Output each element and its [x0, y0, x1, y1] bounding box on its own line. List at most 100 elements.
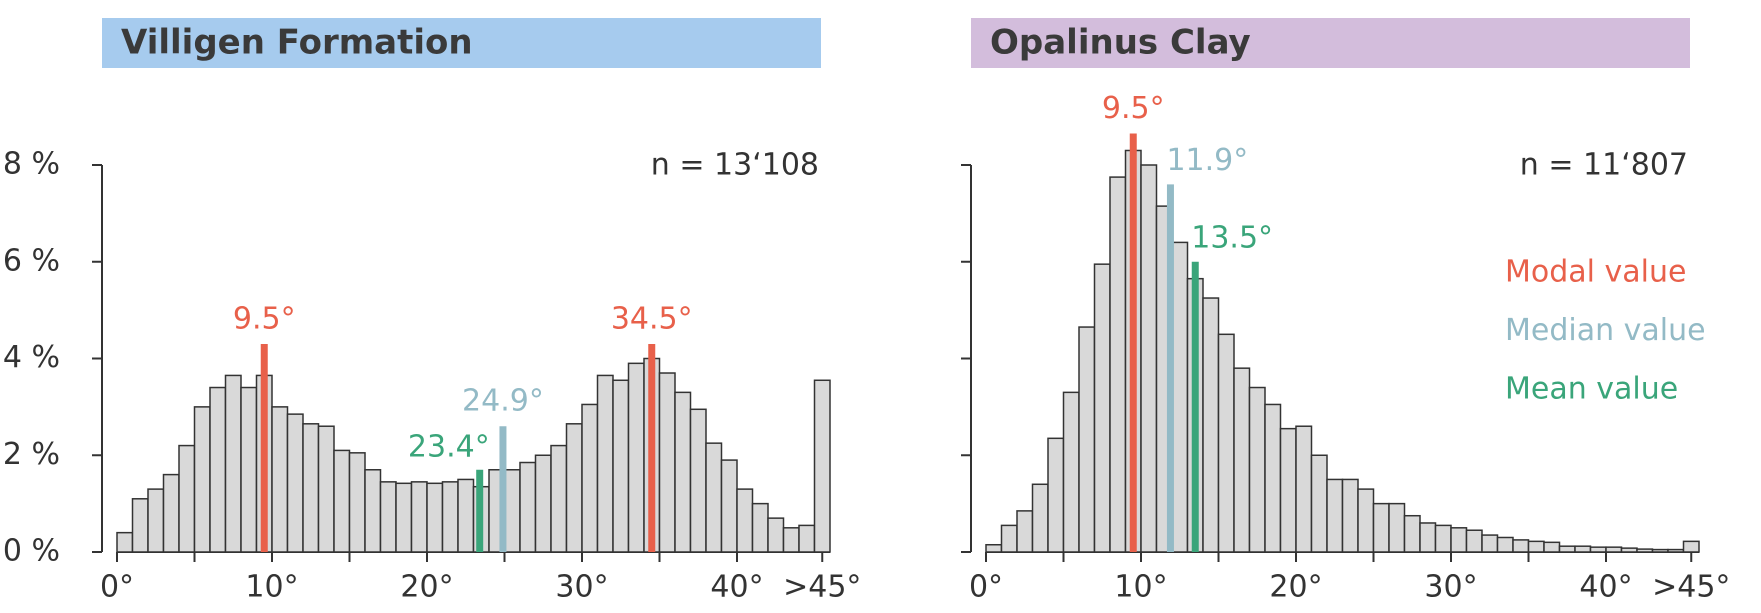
bar [271, 406, 289, 553]
bar [1264, 403, 1282, 553]
x-tick-label: 30° [1424, 570, 1477, 605]
bar [1093, 263, 1111, 553]
bar [689, 408, 707, 553]
bar [1543, 541, 1561, 553]
bar [1496, 536, 1514, 553]
bar [1140, 164, 1158, 553]
bar [1620, 547, 1638, 553]
bar [193, 406, 211, 553]
marker-label: 23.4° [408, 429, 490, 464]
bar [1310, 454, 1328, 553]
bar [534, 454, 552, 553]
bar [813, 379, 831, 553]
bar [1109, 176, 1127, 553]
y-tick-label: 0 % [3, 534, 60, 569]
bar [1202, 297, 1220, 553]
y-tick-label: 4 % [3, 340, 60, 375]
title-band [102, 18, 821, 68]
bar [1341, 478, 1359, 553]
bar [286, 413, 304, 553]
bar [1372, 502, 1390, 553]
legend-entry: Modal value [1505, 255, 1686, 290]
bar [1016, 510, 1034, 553]
x-tick-label: >45° [783, 570, 861, 605]
bar [147, 488, 165, 553]
marker-label: 13.5° [1191, 220, 1273, 255]
bar [658, 372, 676, 553]
bar [705, 442, 723, 553]
bar [1279, 427, 1297, 553]
bar [1078, 326, 1096, 553]
bar [596, 374, 614, 553]
bar [503, 469, 521, 553]
annotation: n = 11‘807 [1520, 148, 1688, 183]
bar [1171, 241, 1189, 553]
x-tick-label: 10° [1114, 570, 1167, 605]
y-tick-label: 6 % [3, 243, 60, 278]
bar [1047, 437, 1065, 553]
bar [1512, 539, 1530, 553]
legend-entry: Median value [1505, 313, 1706, 348]
bar [116, 531, 134, 553]
bar [1419, 522, 1437, 553]
bar [1682, 540, 1700, 553]
bar [519, 461, 537, 553]
x-tick-label: 40° [710, 570, 763, 605]
bar [441, 481, 459, 553]
bar [1481, 534, 1499, 553]
bar [1527, 540, 1545, 553]
bar [1605, 546, 1623, 553]
bar [395, 482, 413, 553]
bar [240, 386, 258, 553]
bar [1326, 478, 1344, 553]
bar [1217, 333, 1235, 553]
bar [720, 459, 738, 553]
bar [798, 524, 816, 553]
bar [426, 482, 444, 553]
bar [1465, 529, 1483, 553]
bar [782, 527, 800, 553]
x-tick-label: 10° [245, 570, 298, 605]
chart-title: Opalinus Clay [990, 23, 1251, 63]
bar [1558, 545, 1576, 553]
bar [410, 481, 428, 553]
bar [162, 473, 180, 553]
bar [751, 502, 769, 553]
bar [224, 374, 242, 553]
bar [1233, 367, 1251, 553]
bar [348, 452, 366, 553]
bar [302, 423, 320, 553]
bar [1636, 548, 1654, 553]
bar [131, 498, 149, 553]
bar [1000, 524, 1018, 553]
bar [550, 444, 568, 553]
annotation: n = 13‘108 [651, 148, 819, 183]
marker-label: 9.5° [233, 301, 296, 336]
bar [317, 425, 335, 553]
title-band [971, 18, 1690, 68]
x-tick-label: 20° [1269, 570, 1322, 605]
bar [1667, 548, 1685, 553]
bar [767, 517, 785, 553]
bar [333, 449, 351, 553]
x-tick-label: 20° [400, 570, 453, 605]
bar [1388, 502, 1406, 553]
bar [1589, 546, 1607, 553]
y-tick-label: 8 % [3, 147, 60, 182]
bar [1403, 514, 1421, 553]
bar [457, 478, 475, 553]
bar [627, 362, 645, 553]
marker-label: 11.9° [1166, 143, 1248, 178]
chart-title: Villigen Formation [121, 23, 473, 63]
x-tick-label: >45° [1652, 570, 1730, 605]
legend-entry: Mean value [1505, 372, 1678, 407]
x-tick-label: 40° [1579, 570, 1632, 605]
marker-label: 24.9° [462, 384, 544, 419]
bar [1450, 527, 1468, 553]
bar [1574, 545, 1592, 553]
bar [736, 488, 754, 553]
bar [1357, 488, 1375, 553]
bar [1434, 524, 1452, 553]
